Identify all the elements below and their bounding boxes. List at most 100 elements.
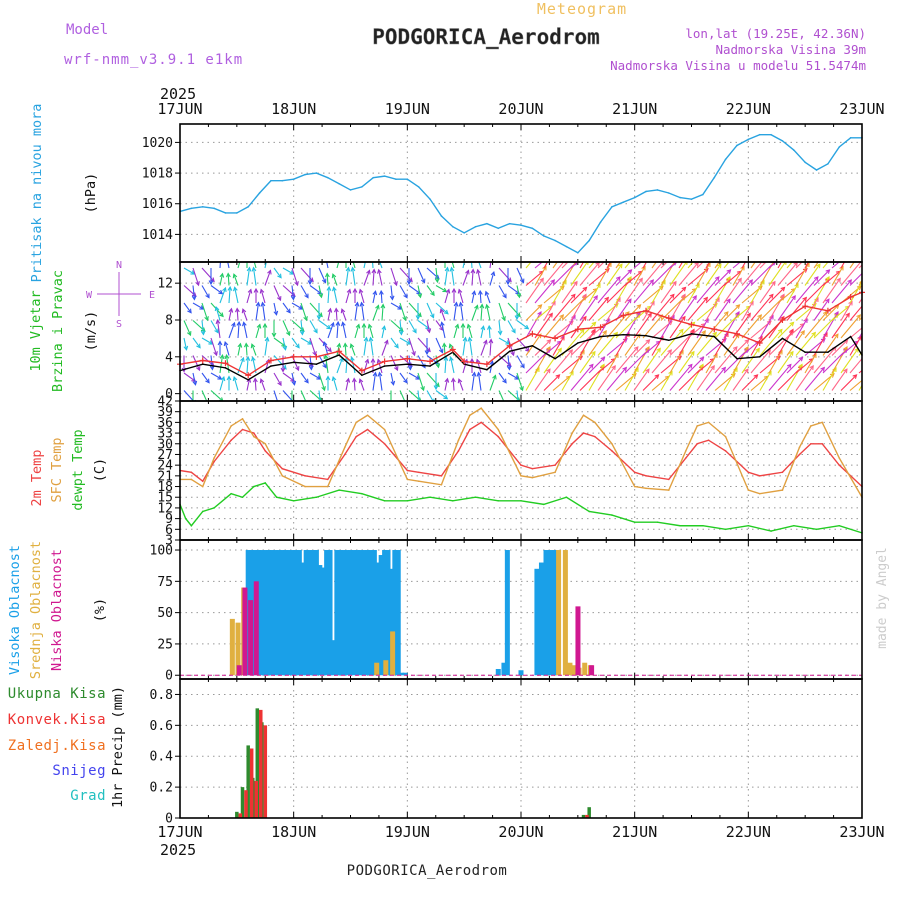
wind-arrow-head <box>384 339 389 345</box>
wind-arrow-head <box>582 286 588 292</box>
wind-arrow <box>705 262 711 269</box>
clouds-bar <box>371 550 377 676</box>
wind-arrow-head <box>730 373 736 378</box>
wind-arrow <box>399 302 407 321</box>
wind-arrow-head <box>448 343 454 349</box>
temperature-point <box>497 499 500 502</box>
precip-legend-item: Ukupna Kisa <box>8 686 106 702</box>
wind-arrow <box>633 305 652 321</box>
wind-arrow-head <box>411 351 416 357</box>
wind-arrow-head <box>262 322 268 328</box>
wind-arrow-head <box>247 288 253 294</box>
wind-arrow <box>192 355 201 371</box>
wind-arrow-head <box>488 338 494 344</box>
wind-arrow <box>696 365 715 391</box>
wind-arrow <box>426 302 435 318</box>
wind-arrow-head <box>667 349 673 355</box>
clouds-bar <box>341 550 347 676</box>
wind-arrow <box>450 357 455 374</box>
wind-arrow-head <box>755 347 760 353</box>
wind-arrow-head <box>277 404 281 408</box>
wind-arrow <box>318 267 327 283</box>
wind-arrow-head <box>370 256 374 260</box>
pressure-point <box>599 221 602 223</box>
wind-point <box>486 368 488 371</box>
cloud-mid-axis-title: Srednja Oblacnost <box>28 541 44 679</box>
wind-arrow-head <box>843 346 848 352</box>
wind-arrow <box>786 283 799 304</box>
temperature-point <box>190 524 193 527</box>
wind-arrow-head <box>825 276 830 282</box>
temperature-point <box>344 453 346 456</box>
wind-arrow-head <box>786 363 792 369</box>
wind-arrow <box>435 337 444 353</box>
wind-gust-marker <box>483 361 490 368</box>
wind-arrow-head <box>692 294 697 300</box>
wind-arrow-head <box>324 272 330 278</box>
wind-arrow <box>633 266 646 286</box>
wind-arrow-head <box>570 293 576 299</box>
wind-arrow <box>480 340 487 356</box>
wind-arrow <box>444 357 447 374</box>
wind-arrow-head <box>424 350 430 356</box>
precipitation-bar <box>263 725 268 818</box>
wind-arrow-head <box>256 323 262 329</box>
wind-arrow <box>714 298 731 321</box>
wind-point <box>531 344 534 347</box>
pressure-point <box>497 227 500 230</box>
wind-arrow <box>507 372 519 380</box>
wind-arrow-head <box>435 363 441 369</box>
clouds-bar <box>375 562 381 676</box>
wind-gust-marker <box>245 372 252 379</box>
wind-point <box>622 333 625 336</box>
pressure-point <box>361 186 363 188</box>
wind-arrow <box>741 314 762 339</box>
y-tick-label: 6 <box>165 523 173 538</box>
wind-arrow-head <box>331 375 337 382</box>
wind-gust-marker <box>313 353 320 360</box>
temperature-point <box>696 425 698 427</box>
wind-arrow <box>840 262 862 286</box>
wind-arrow-head <box>667 320 673 326</box>
wind-arrow-head <box>582 315 587 321</box>
y-tick-label: 0 <box>165 669 173 684</box>
wind-arrow <box>570 364 594 391</box>
wind-arrow <box>435 267 439 282</box>
clouds-bar <box>354 550 360 676</box>
wind-arrow-head <box>240 356 245 363</box>
wind-arrow <box>570 294 587 321</box>
wind-point <box>247 379 249 381</box>
wind-arrow <box>561 281 578 304</box>
temperature-line-0 <box>179 421 863 488</box>
wind-arrow-head <box>294 281 299 287</box>
wind-arrow <box>732 279 753 304</box>
temperature-point <box>554 464 556 466</box>
wind-arrow-head <box>737 277 742 283</box>
wind-arrow <box>732 266 745 286</box>
wind-arrow-head <box>349 343 355 349</box>
temperature-point <box>571 432 573 434</box>
clouds-bar <box>385 550 391 676</box>
year-label-bottom: 2025 <box>160 841 196 859</box>
precipitation-bar <box>235 811 239 818</box>
wind-arrow <box>849 305 862 321</box>
clouds-bar <box>571 665 577 676</box>
wind-arrow <box>408 302 422 317</box>
clouds-bar <box>383 660 389 676</box>
wind-arrow-head <box>225 272 231 278</box>
day-label-top: 22JUN <box>726 100 771 118</box>
wind-arrow-head <box>588 363 594 369</box>
wind-arrow-head <box>602 329 607 335</box>
wind-point <box>429 365 431 367</box>
wind-arrow-head <box>802 296 808 302</box>
temperature-point <box>724 528 727 531</box>
station-title: PODGORICA_Aerodrom <box>372 25 600 49</box>
wind-arrow-head <box>825 269 831 274</box>
wind-arrow-head <box>322 340 328 347</box>
wind-arrow-head <box>345 377 351 383</box>
wind-arrow <box>795 365 814 391</box>
wind-arrow-head <box>551 251 555 255</box>
wind-arrow <box>359 379 365 391</box>
wind-gust-marker <box>381 358 388 365</box>
compass-w: W <box>86 290 93 301</box>
